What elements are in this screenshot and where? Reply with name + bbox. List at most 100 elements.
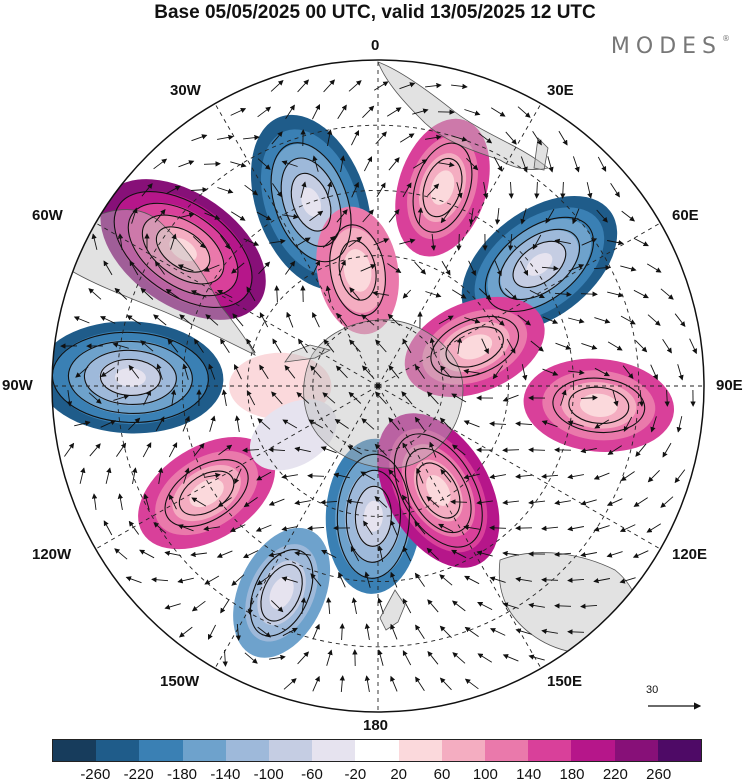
wind-arrow xyxy=(295,237,311,247)
wind-arrow xyxy=(156,363,163,380)
contour-group xyxy=(164,459,249,528)
wind-arrow xyxy=(547,156,554,173)
wind-arrow xyxy=(191,600,206,612)
wind-arrow xyxy=(427,650,439,665)
colorbar-tick-label: 180 xyxy=(559,766,585,783)
wind-arrow xyxy=(607,445,622,455)
lon-label-60w: 60W xyxy=(32,207,63,224)
wind-arrow xyxy=(362,209,374,223)
wind-arrow xyxy=(256,211,272,221)
wind-arrow xyxy=(451,444,466,456)
contour-group xyxy=(336,453,410,579)
wind-arrow xyxy=(364,571,371,588)
wind-arrow xyxy=(165,288,180,299)
wind-arrow xyxy=(633,237,649,247)
wind-arrow xyxy=(374,495,388,508)
wind-arrow xyxy=(568,369,585,376)
wind-arrow xyxy=(143,389,151,406)
wind-arrow xyxy=(414,521,426,535)
lon-label-150w: 150W xyxy=(160,673,200,690)
wind-arrow xyxy=(580,291,598,297)
wind-arrow xyxy=(607,341,623,351)
wind-arrow xyxy=(182,363,189,380)
wind-arrow xyxy=(244,652,258,664)
contour-line xyxy=(164,459,249,528)
madagascar xyxy=(533,137,549,171)
wind-arrow xyxy=(310,365,322,379)
wind-arrow xyxy=(363,156,373,172)
wind-arrow xyxy=(567,420,584,427)
wind-arrow xyxy=(541,577,559,583)
wind-arrow xyxy=(650,416,657,433)
wind-arrow xyxy=(439,574,453,586)
wind-arrow xyxy=(494,207,501,225)
wind-arrow xyxy=(452,652,466,664)
wind-arrow xyxy=(307,525,325,531)
wind-arrow xyxy=(270,79,284,92)
wind-arrow xyxy=(594,317,611,324)
wind-arrow xyxy=(674,469,686,484)
wind-arrow xyxy=(348,339,361,353)
wind-arrow xyxy=(388,469,400,483)
wind-arrow xyxy=(388,157,400,171)
wind-arrow xyxy=(283,678,297,690)
wind-arrow xyxy=(143,493,150,510)
wind-arrow xyxy=(660,288,674,300)
wind-arrow xyxy=(468,260,476,277)
wind-arrow xyxy=(414,364,425,379)
wind-arrow xyxy=(632,550,649,558)
wind-arrow xyxy=(567,473,584,480)
wind-arrow xyxy=(468,208,475,225)
wind-arrow xyxy=(481,338,489,355)
wind-arrow xyxy=(208,363,216,380)
wind-arrow xyxy=(361,365,374,379)
wind-arrow xyxy=(364,623,371,640)
wind-arrow xyxy=(375,131,387,145)
wind-arrow xyxy=(204,212,221,220)
colorbar-tick-label: -20 xyxy=(344,766,367,783)
wind-arrow xyxy=(482,182,489,199)
wind-arrow xyxy=(190,551,207,558)
wind-arrow xyxy=(234,415,241,432)
wind-arrow xyxy=(450,499,468,505)
lon-label-120e: 120E xyxy=(672,546,708,563)
wind-arrow xyxy=(222,649,228,667)
contour-line xyxy=(552,377,646,434)
wind-arrow xyxy=(593,578,610,584)
wind-arrow xyxy=(243,238,260,246)
wind-arrow xyxy=(100,367,115,378)
wind-arrow xyxy=(478,288,492,301)
wind-arrow xyxy=(139,549,155,559)
wind-arrow xyxy=(567,577,585,583)
contour-line xyxy=(141,214,225,285)
wind-arrow xyxy=(541,420,558,428)
wind-arrow xyxy=(153,314,167,326)
wind-arrow xyxy=(426,496,440,508)
wind-arrow xyxy=(103,520,113,536)
lon-label-30w: 30W xyxy=(170,82,201,99)
wind-arrow xyxy=(554,551,572,557)
wind-arrow xyxy=(190,187,208,193)
wind-arrow xyxy=(502,447,520,453)
wind-arrow xyxy=(646,263,662,273)
wind-arrow xyxy=(560,389,567,406)
wind-arrow xyxy=(440,468,452,483)
wind-arrow xyxy=(244,184,259,196)
wind-arrow xyxy=(167,338,179,353)
colorbar-tick-label: -260 xyxy=(80,766,111,783)
wind-arrow xyxy=(205,314,219,326)
positive-anomaly-center xyxy=(138,437,276,550)
wind-arrow xyxy=(464,678,479,690)
wind-arrow xyxy=(220,235,231,250)
wind-arrow xyxy=(191,134,208,142)
wind-arrow xyxy=(373,238,390,246)
contour-line xyxy=(512,240,567,289)
wind-arrow xyxy=(489,473,506,480)
contour-line xyxy=(290,172,332,232)
wind-arrow xyxy=(203,161,221,167)
wind-arrow xyxy=(178,160,195,168)
wind-arrow xyxy=(439,677,452,691)
wind-arrow xyxy=(415,624,425,639)
colorbar-tick-label: -140 xyxy=(210,766,241,783)
wind-arrow xyxy=(88,392,102,404)
